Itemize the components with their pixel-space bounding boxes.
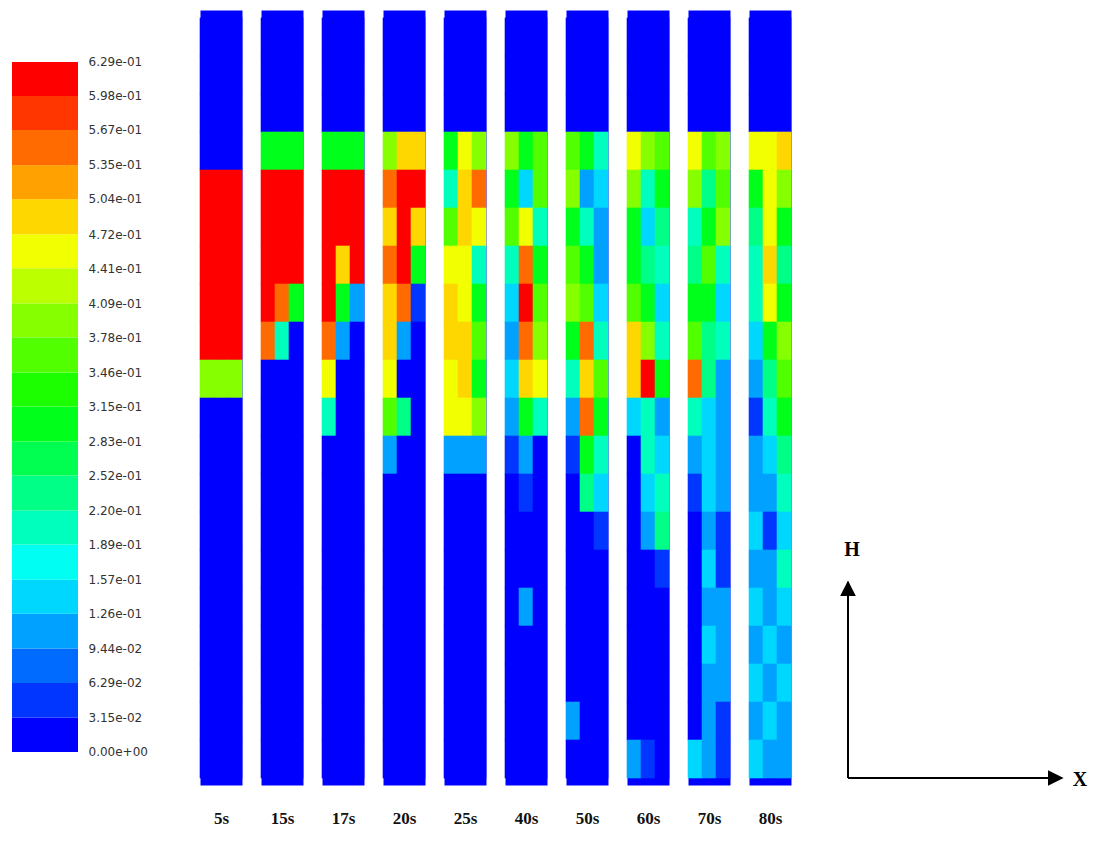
svg-text:2.83e-01: 2.83e-01 (89, 435, 143, 449)
svg-text:5.35e-01: 5.35e-01 (89, 158, 143, 172)
svg-text:6.29e-01: 6.29e-01 (89, 55, 143, 69)
svg-text:40s: 40s (515, 809, 539, 828)
svg-text:2.20e-01: 2.20e-01 (89, 504, 143, 518)
svg-text:3.78e-01: 3.78e-01 (89, 331, 143, 345)
svg-text:3.15e-01: 3.15e-01 (89, 400, 143, 414)
svg-text:5.98e-01: 5.98e-01 (89, 89, 143, 103)
svg-text:3.15e-02: 3.15e-02 (89, 711, 143, 725)
svg-text:25s: 25s (454, 809, 478, 828)
svg-text:80s: 80s (759, 809, 783, 828)
svg-text:1.89e-01: 1.89e-01 (89, 538, 143, 552)
svg-text:60s: 60s (637, 809, 661, 828)
svg-text:4.72e-01: 4.72e-01 (89, 228, 143, 242)
svg-text:4.41e-01: 4.41e-01 (89, 262, 143, 276)
svg-text:5s: 5s (214, 809, 230, 828)
svg-text:3.46e-01: 3.46e-01 (89, 366, 143, 380)
svg-text:20s: 20s (393, 809, 417, 828)
svg-text:1.26e-01: 1.26e-01 (89, 607, 143, 621)
svg-text:9.44e-02: 9.44e-02 (89, 642, 143, 656)
svg-text:0.00e+00: 0.00e+00 (89, 745, 148, 759)
svg-text:15s: 15s (271, 809, 295, 828)
svg-text:6.29e-02: 6.29e-02 (89, 676, 143, 690)
svg-text:5.67e-01: 5.67e-01 (89, 123, 143, 137)
svg-text:17s: 17s (332, 809, 356, 828)
svg-text:5.04e-01: 5.04e-01 (89, 192, 143, 206)
svg-text:H: H (844, 538, 860, 560)
svg-text:50s: 50s (576, 809, 600, 828)
svg-text:2.52e-01: 2.52e-01 (89, 469, 143, 483)
svg-text:X: X (1073, 768, 1088, 790)
svg-text:70s: 70s (698, 809, 722, 828)
svg-text:1.57e-01: 1.57e-01 (89, 573, 143, 587)
svg-text:4.09e-01: 4.09e-01 (89, 297, 143, 311)
